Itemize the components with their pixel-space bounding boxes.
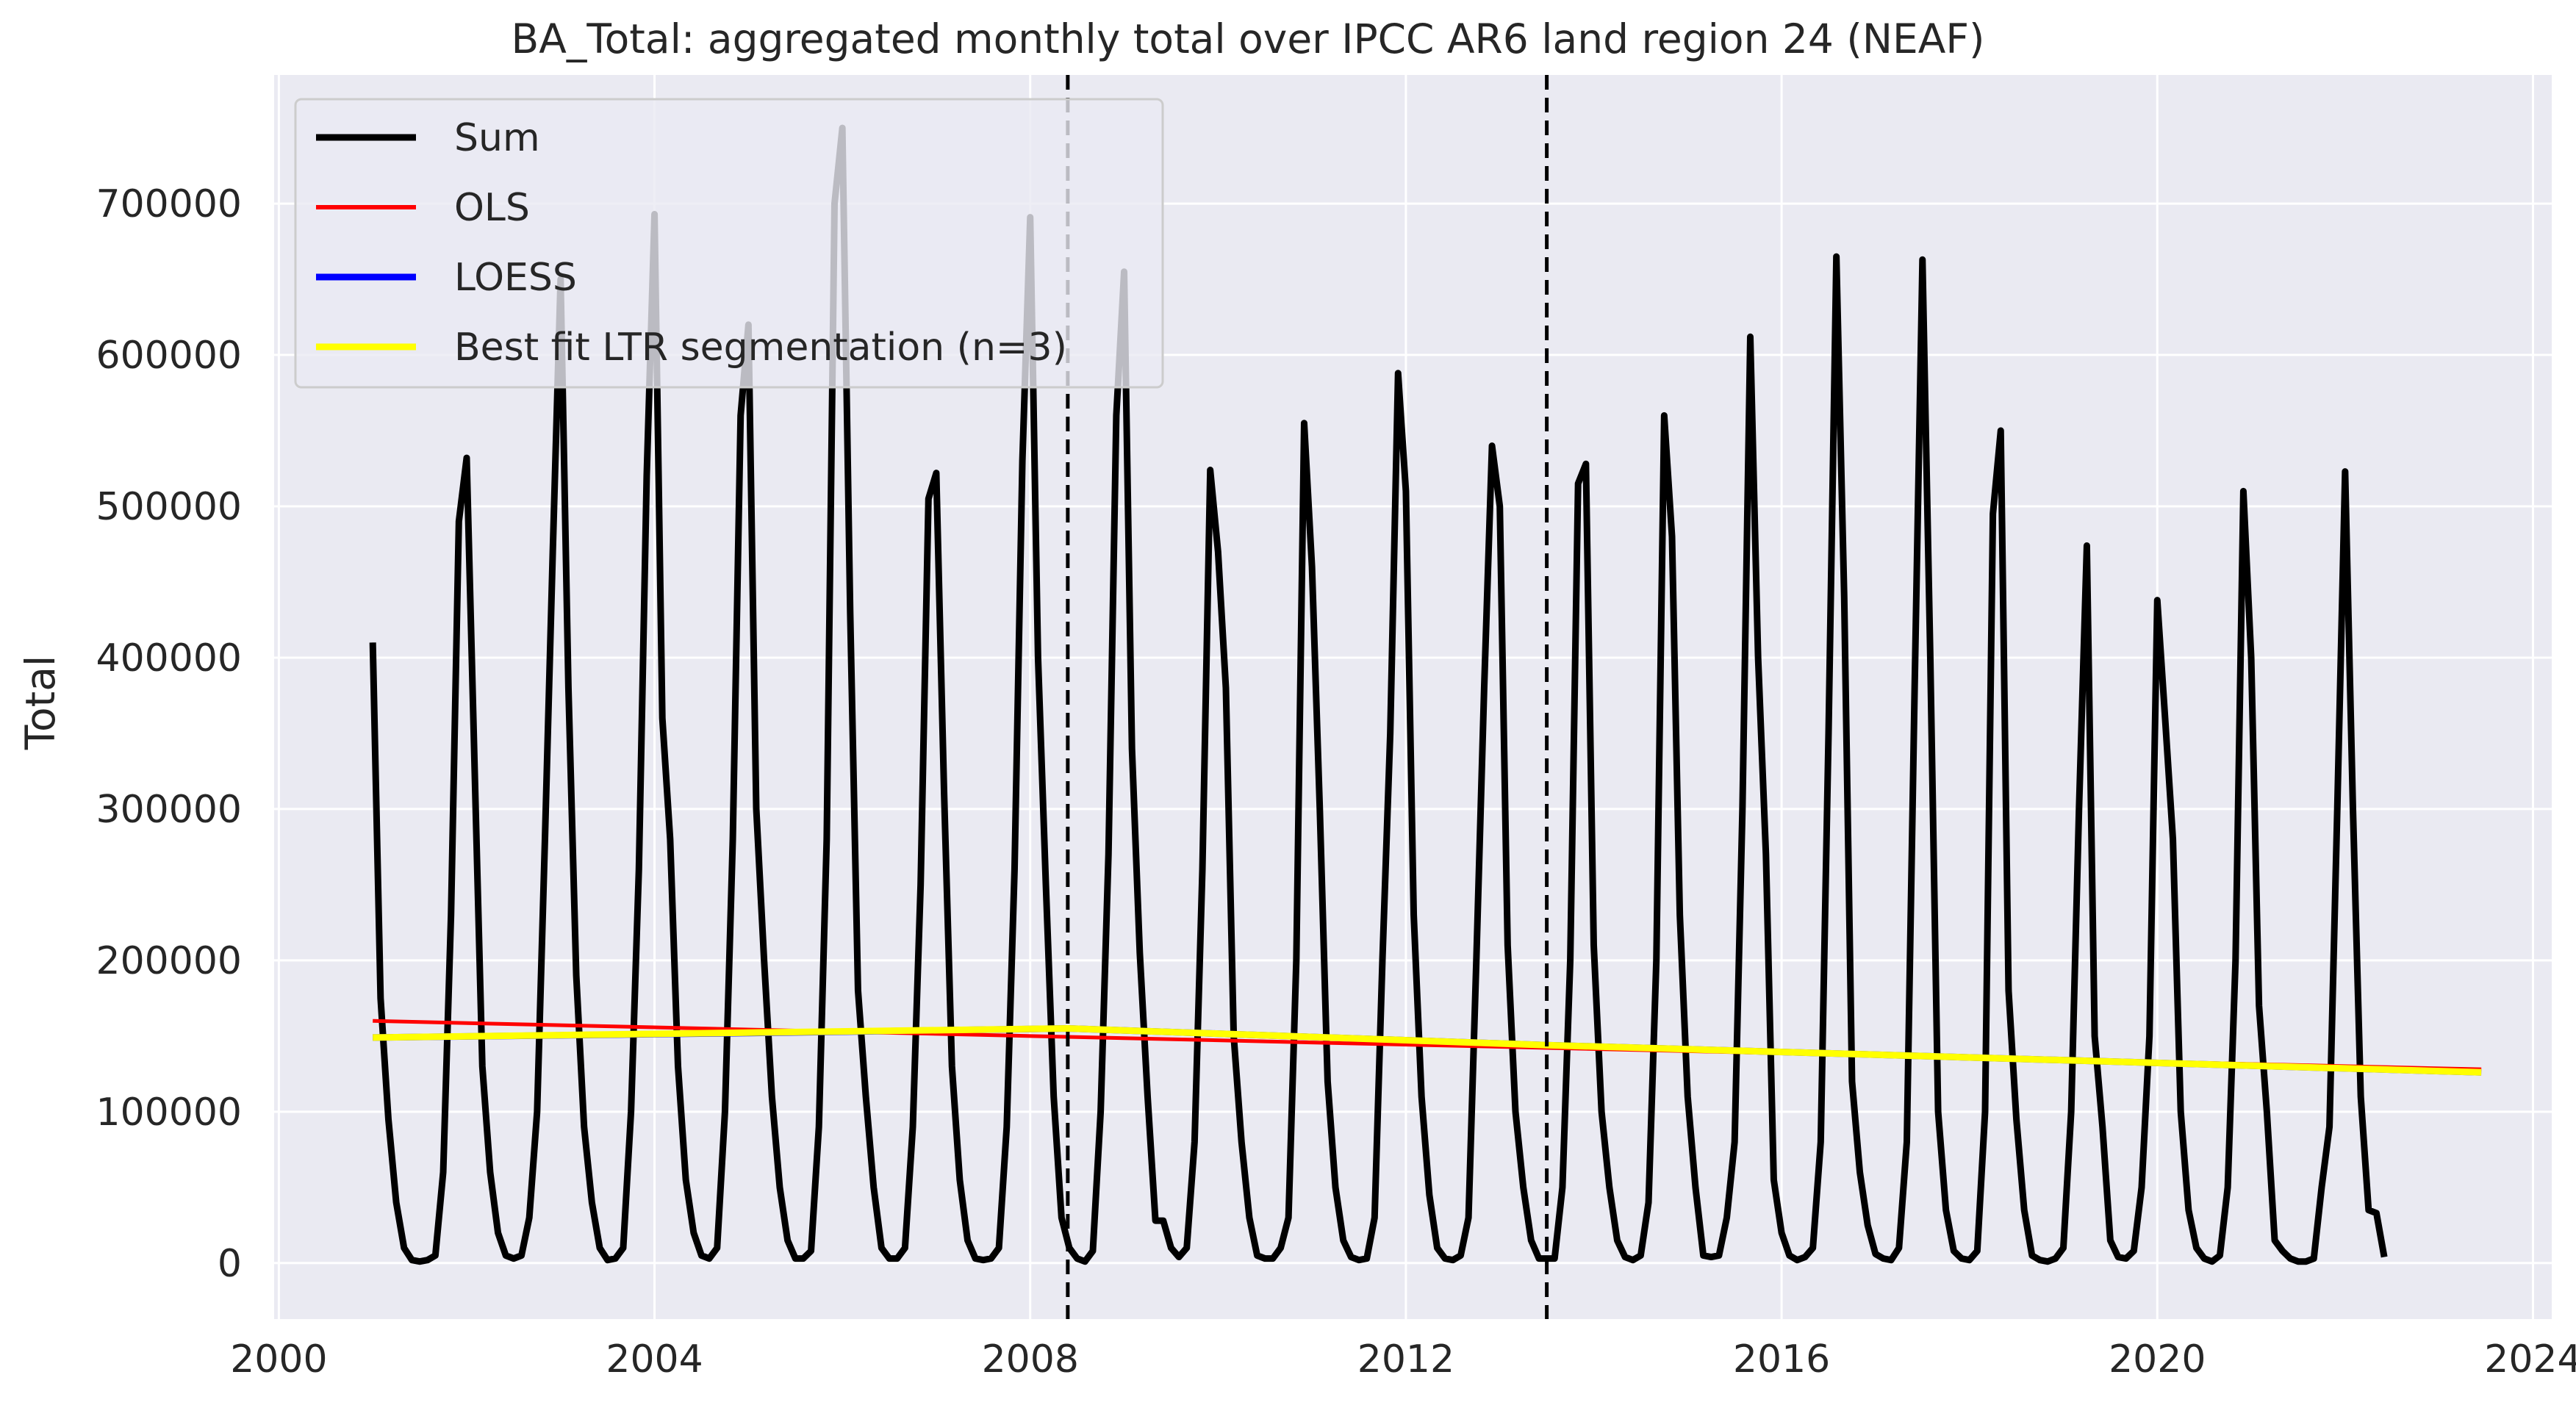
y-tick-label: 300000 — [96, 788, 242, 832]
series-line-best-fit-ltr-segmentation-n-3 — [373, 1025, 2482, 1076]
x-tick-label: 2000 — [230, 1337, 327, 1382]
y-axis-label: Total — [17, 655, 64, 750]
legend-label: Best fit LTR segmentation (n=3) — [454, 326, 1067, 370]
legend-label: Sum — [454, 116, 540, 160]
x-tick-label: 2012 — [1357, 1337, 1454, 1382]
y-axis-ticks: 0 100000 200000 300000 400000 500000 600000 700… — [96, 182, 242, 1286]
series-layer — [369, 124, 2482, 1265]
x-tick-label: 2024 — [2484, 1337, 2576, 1382]
x-tick-label: 2016 — [1733, 1337, 1830, 1382]
y-tick-label: 400000 — [96, 636, 242, 680]
x-tick-label: 2004 — [606, 1337, 703, 1382]
y-tick-label: 100000 — [96, 1091, 242, 1135]
series-line-sum — [369, 124, 2388, 1265]
y-tick-label: 700000 — [96, 182, 242, 226]
x-tick-label: 2008 — [982, 1337, 1079, 1382]
y-tick-label: 600000 — [96, 334, 242, 378]
y-tick-label: 500000 — [96, 485, 242, 529]
y-tick-label: 0 — [218, 1242, 242, 1286]
x-axis-ticks: 2000 2004 2008 2012 2016 2020 2024 — [230, 1337, 2576, 1382]
y-tick-label: 200000 — [96, 939, 242, 983]
legend: Sum OLS LOESS Best fit LTR segmentation (n=… — [294, 98, 1164, 389]
x-tick-label: 2020 — [2109, 1337, 2206, 1382]
legend-box — [294, 98, 1164, 389]
legend-label: LOESS — [454, 256, 577, 300]
legend-label: OLS — [454, 186, 530, 230]
chart-title: BA_Total: aggregated monthly total over … — [512, 15, 1985, 62]
